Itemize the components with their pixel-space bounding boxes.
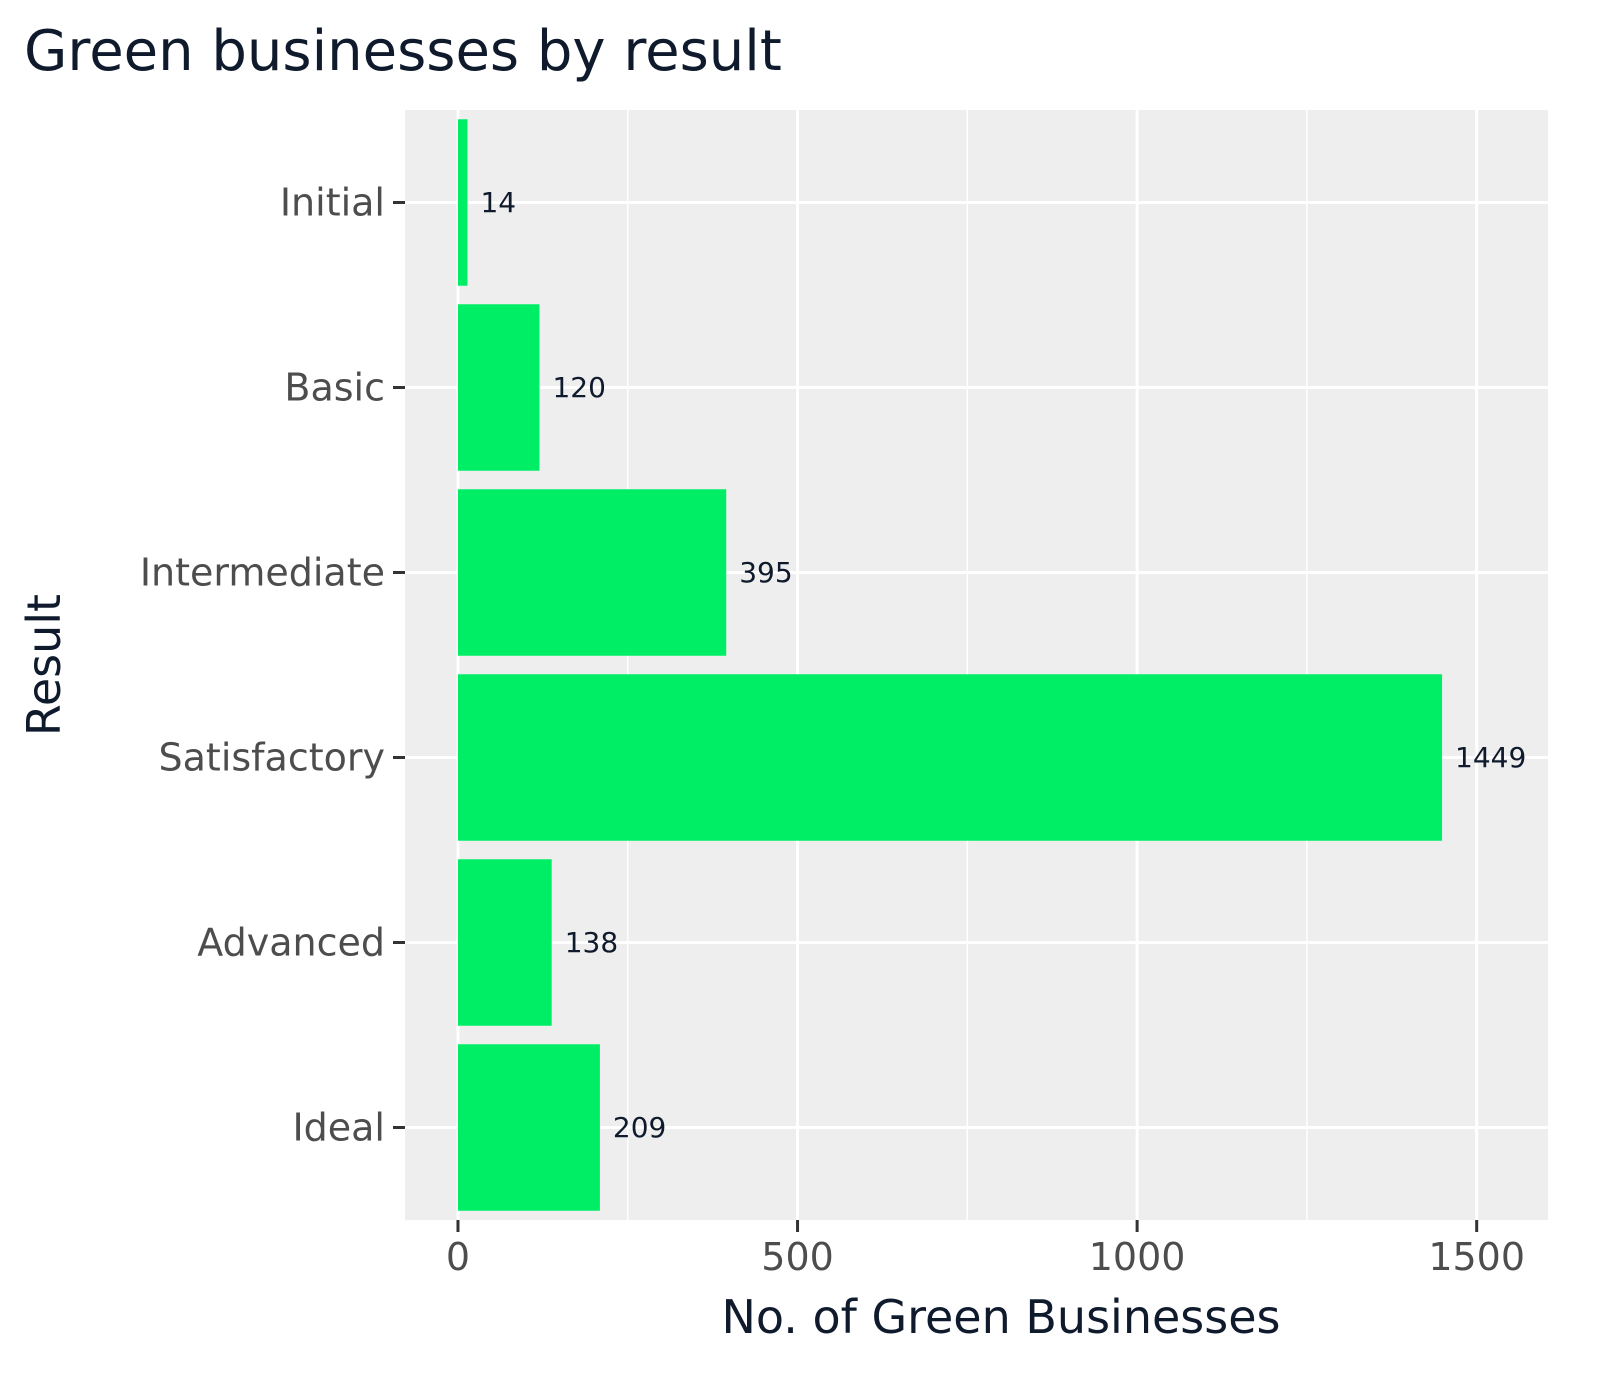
y-tick-label: Basic (284, 366, 385, 410)
x-axis-title: No. of Green Businesses (722, 1290, 1281, 1344)
bar-ideal (457, 1044, 600, 1211)
y-tick-label: Intermediate (140, 551, 385, 595)
bar-satisfactory (457, 674, 1443, 841)
chart-title: Green businesses by result (24, 19, 782, 84)
x-tick-label: 1000 (1089, 1235, 1186, 1279)
x-axis: 0 500 1000 1500 (446, 1220, 1525, 1279)
data-label: 138 (565, 926, 618, 959)
data-label: 395 (739, 556, 792, 589)
grid-minor (627, 110, 1308, 1220)
data-label: 1449 (1455, 741, 1526, 774)
x-tick-label: 500 (761, 1235, 834, 1279)
bar-intermediate (457, 489, 727, 656)
y-axis-title: Result (17, 594, 71, 736)
data-label: 120 (552, 371, 605, 404)
plot-panel (405, 110, 1548, 1220)
data-labels: 14 120 395 1449 138 209 (480, 186, 1526, 1144)
x-tick-label: 1500 (1428, 1235, 1525, 1279)
y-axis: Initial Basic Intermediate Satisfactory Adva… (140, 181, 405, 1150)
bars (457, 119, 1443, 1211)
bar-advanced (457, 859, 552, 1026)
bar-basic (457, 304, 540, 471)
y-tick-label: Ideal (292, 1106, 385, 1150)
bar-initial (457, 119, 468, 286)
y-tick-label: Advanced (197, 921, 385, 965)
y-tick-label: Satisfactory (159, 736, 385, 780)
data-label: 209 (613, 1111, 666, 1144)
x-tick-label: 0 (446, 1235, 470, 1279)
data-label: 14 (480, 186, 516, 219)
y-tick-label: Initial (280, 181, 385, 225)
